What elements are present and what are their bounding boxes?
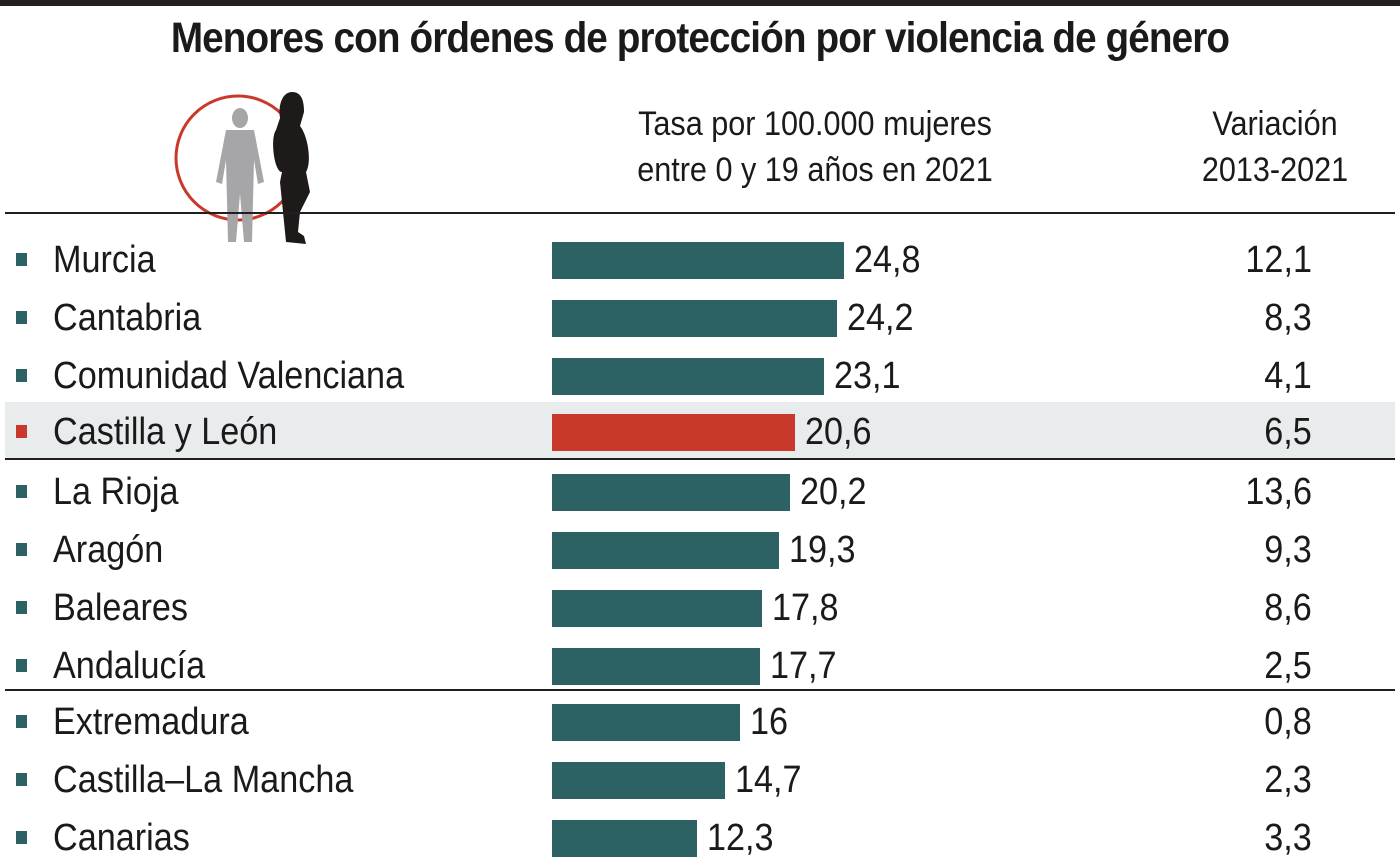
legend-square-icon bbox=[16, 715, 27, 728]
man-and-woman-silhouette-icon bbox=[174, 92, 310, 244]
rate-value-label: 24,2 bbox=[846, 297, 914, 339]
rate-value-label: 19,3 bbox=[789, 529, 856, 571]
rate-value-label: 23,1 bbox=[833, 355, 901, 397]
variation-value: 2,5 bbox=[1264, 645, 1312, 687]
variation-value: 3,3 bbox=[1264, 817, 1312, 859]
region-label: Comunidad Valenciana bbox=[53, 355, 405, 397]
variation-value: 6,5 bbox=[1264, 411, 1312, 453]
group-divider-1 bbox=[5, 458, 1395, 460]
top-rule bbox=[0, 0, 1400, 6]
region-label: Andalucía bbox=[53, 645, 206, 687]
table-row: Castilla y León 20,6 6,5 bbox=[0, 402, 1400, 460]
rate-value-label: 20,6 bbox=[804, 411, 872, 453]
table-row: Comunidad Valenciana 23,1 4,1 bbox=[0, 346, 1400, 404]
group-divider-2 bbox=[5, 689, 1395, 691]
rate-header-line1: Tasa por 100.000 mujeres bbox=[638, 105, 992, 143]
variation-value: 9,3 bbox=[1264, 529, 1312, 571]
table-row: La Rioja 20,2 13,6 bbox=[0, 462, 1400, 520]
rate-bar bbox=[552, 300, 837, 337]
legend-square-icon bbox=[16, 831, 27, 844]
legend-square-icon bbox=[16, 425, 27, 438]
region-label: Cantabria bbox=[53, 297, 202, 339]
variation-value: 4,1 bbox=[1264, 355, 1312, 397]
variation-value: 2,3 bbox=[1264, 759, 1312, 801]
header-divider bbox=[5, 212, 1395, 214]
rate-bar bbox=[552, 414, 795, 451]
rate-bar bbox=[552, 358, 824, 395]
rate-bar bbox=[552, 762, 726, 799]
variation-value: 13,6 bbox=[1245, 471, 1312, 513]
region-label: Murcia bbox=[53, 239, 156, 281]
chart-title: Menores con órdenes de protección por vi… bbox=[170, 14, 1230, 62]
table-row: Aragón 19,3 9,3 bbox=[0, 520, 1400, 578]
rate-value-label: 14,7 bbox=[735, 759, 802, 801]
var-header-line1: Variación bbox=[1212, 105, 1338, 143]
table-row: Andalucía 17,7 2,5 bbox=[0, 636, 1400, 694]
table-row: Extremadura 16 0,8 bbox=[0, 692, 1400, 750]
region-label: Castilla–La Mancha bbox=[53, 759, 354, 801]
rate-bar bbox=[552, 648, 761, 685]
rate-value-label: 24,8 bbox=[854, 239, 921, 281]
legend-square-icon bbox=[16, 485, 27, 498]
variation-column-header: Variación 2013-2021 bbox=[1172, 101, 1379, 193]
rate-value-label: 20,2 bbox=[799, 471, 867, 513]
region-label: Extremadura bbox=[53, 701, 249, 743]
table-row: Castilla–La Mancha 14,7 2,3 bbox=[0, 750, 1400, 808]
region-label: La Rioja bbox=[53, 471, 179, 513]
rate-bar bbox=[552, 242, 844, 279]
region-label: Castilla y León bbox=[53, 411, 278, 453]
legend-square-icon bbox=[16, 773, 27, 786]
rate-bar bbox=[552, 474, 790, 511]
rate-column-header: Tasa por 100.000 mujeres entre 0 y 19 añ… bbox=[604, 101, 1027, 193]
legend-square-icon bbox=[16, 601, 27, 614]
table-row: Baleares 17,8 8,6 bbox=[0, 578, 1400, 636]
table-row: Cantabria 24,2 8,3 bbox=[0, 288, 1400, 346]
region-label: Baleares bbox=[53, 587, 188, 629]
rate-value-label: 16 bbox=[750, 701, 789, 743]
table-row: Murcia 24,8 12,1 bbox=[0, 230, 1400, 288]
region-label: Aragón bbox=[53, 529, 164, 571]
rate-value-label: 12,3 bbox=[706, 817, 774, 859]
rate-header-line2: entre 0 y 19 años en 2021 bbox=[637, 151, 993, 189]
variation-value: 8,6 bbox=[1264, 587, 1312, 629]
var-header-line2: 2013-2021 bbox=[1201, 151, 1349, 189]
table-row: Canarias 12,3 3,3 bbox=[0, 808, 1400, 866]
rate-value-label: 17,8 bbox=[771, 587, 839, 629]
rate-bar bbox=[552, 590, 762, 627]
rate-value-label: 17,7 bbox=[770, 645, 837, 687]
region-label: Canarias bbox=[53, 817, 190, 859]
rate-bar bbox=[552, 704, 741, 741]
legend-square-icon bbox=[16, 253, 27, 266]
rate-bar bbox=[552, 820, 697, 857]
variation-value: 12,1 bbox=[1245, 239, 1312, 281]
legend-square-icon bbox=[16, 543, 27, 556]
legend-square-icon bbox=[16, 659, 27, 672]
variation-value: 0,8 bbox=[1264, 701, 1312, 743]
variation-value: 8,3 bbox=[1264, 297, 1312, 339]
legend-square-icon bbox=[16, 311, 27, 324]
legend-square-icon bbox=[16, 369, 27, 382]
rate-bar bbox=[552, 532, 780, 569]
